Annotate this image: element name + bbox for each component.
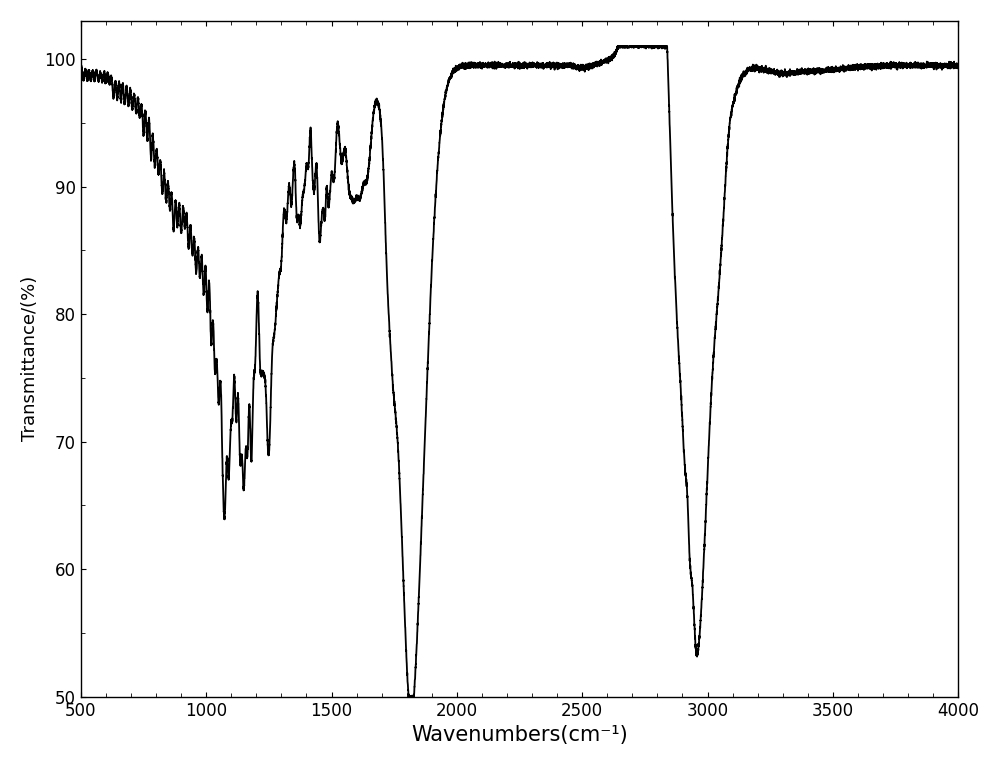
X-axis label: Wavenumbers(cm⁻¹): Wavenumbers(cm⁻¹) bbox=[411, 725, 628, 745]
Y-axis label: Transmittance/(%): Transmittance/(%) bbox=[21, 277, 39, 441]
